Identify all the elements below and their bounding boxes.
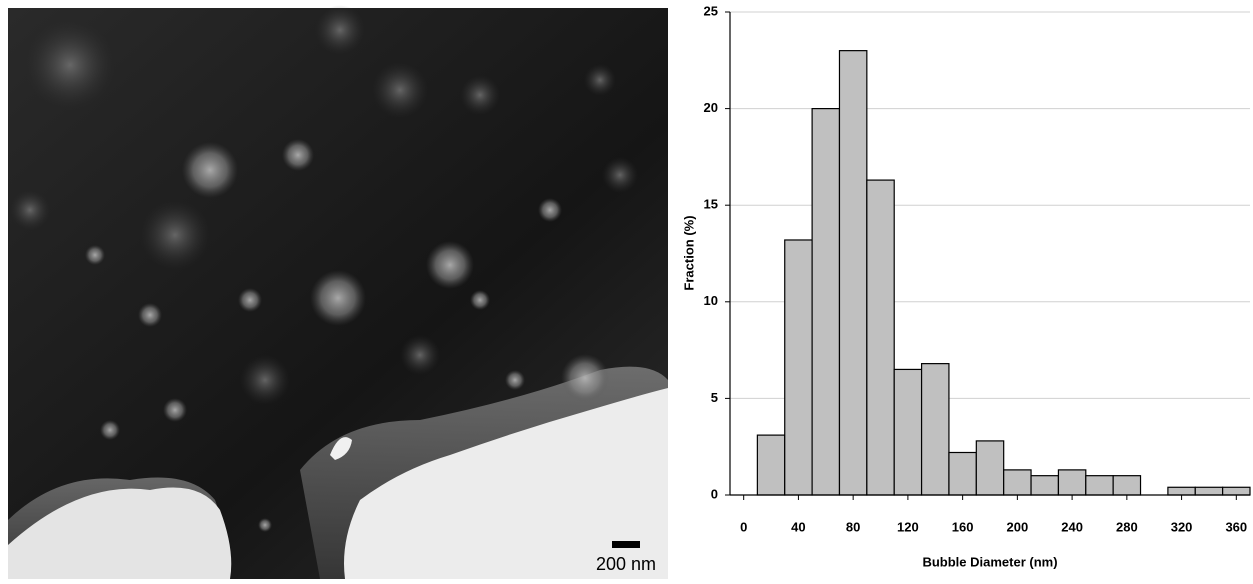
micrograph: 200 nm	[8, 5, 668, 579]
bar	[1085, 475, 1114, 496]
y-tick-label: 20	[704, 100, 718, 115]
y-tick-label: 25	[704, 3, 718, 18]
x-tick-label: 240	[1061, 519, 1083, 534]
bar	[1194, 486, 1224, 496]
bubbles	[10, 5, 638, 532]
y-tick-label: 0	[711, 486, 718, 501]
x-tick-label: 120	[897, 519, 919, 534]
x-tick-label: 360	[1225, 519, 1247, 534]
y-axis-label: Fraction (%)	[681, 215, 696, 290]
bar	[1112, 475, 1142, 496]
bar	[784, 239, 813, 496]
x-tick-label: 280	[1116, 519, 1138, 534]
x-tick-label: 320	[1171, 519, 1193, 534]
bar	[975, 440, 1005, 496]
y-tick-label: 15	[704, 197, 718, 212]
bar	[838, 50, 868, 496]
scale-bar-label: 200 nm	[596, 554, 656, 574]
y-tick-label: 10	[704, 293, 718, 308]
x-tick-label: 200	[1007, 519, 1029, 534]
bar	[756, 434, 786, 496]
x-tick-label: 160	[952, 519, 974, 534]
x-tick-label: 0	[740, 519, 747, 534]
bar	[1003, 469, 1032, 496]
bar	[1167, 486, 1196, 496]
y-tick-label: 5	[711, 390, 718, 405]
bar	[1222, 486, 1251, 496]
bar	[811, 107, 841, 496]
x-tick-label: 40	[791, 519, 805, 534]
bar	[1057, 469, 1087, 496]
bar	[893, 368, 923, 496]
bar	[920, 363, 950, 496]
bar	[948, 451, 977, 496]
bar	[1030, 475, 1060, 496]
x-tick-label: 80	[846, 519, 860, 534]
x-axis-label: Bubble Diameter (nm)	[922, 554, 1057, 569]
bar	[866, 179, 895, 496]
